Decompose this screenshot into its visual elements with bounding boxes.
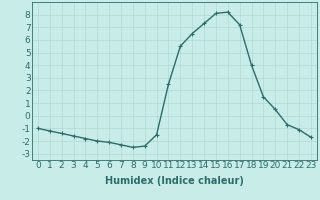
X-axis label: Humidex (Indice chaleur): Humidex (Indice chaleur): [105, 176, 244, 186]
